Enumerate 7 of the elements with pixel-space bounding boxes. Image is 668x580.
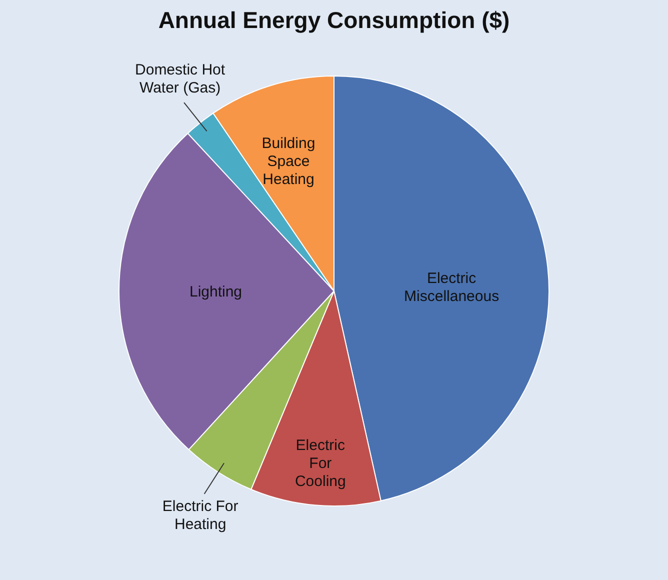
slice-label: Lighting xyxy=(189,283,242,300)
slice-label: Building Space Heating xyxy=(262,135,316,188)
chart-title: Annual Energy Consumption ($) xyxy=(158,7,510,33)
slice-label: Electric For Cooling xyxy=(294,437,346,490)
slice-label: Electric For Heating xyxy=(162,498,238,533)
slice-label: Electric Miscellaneous xyxy=(404,270,500,306)
slice-label: Domestic Hot Water (Gas) xyxy=(135,62,226,97)
